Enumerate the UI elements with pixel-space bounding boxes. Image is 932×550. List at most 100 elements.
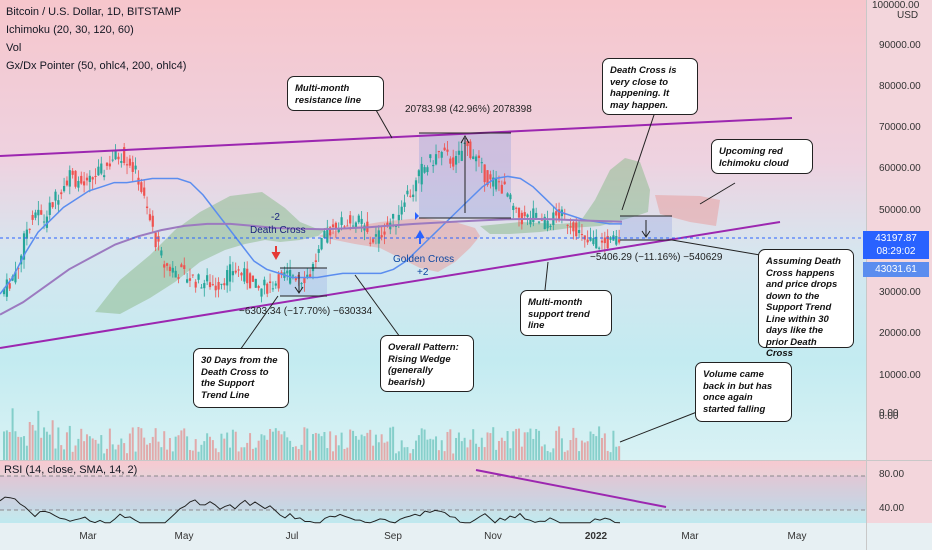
- measure-down-label-1: −6303.34 (−17.70%) −630334: [239, 306, 373, 317]
- volume-bar: [306, 428, 309, 460]
- candle-body: [618, 239, 621, 243]
- rsi-line: [0, 496, 621, 524]
- volume-bar: [28, 421, 31, 460]
- volume-bar: [486, 432, 489, 460]
- candle-body: [440, 151, 443, 158]
- volume-bar: [437, 450, 440, 460]
- volume-bar: [68, 425, 71, 460]
- candle-body: [165, 263, 169, 266]
- candle-body: [145, 206, 149, 209]
- volume-bar: [234, 431, 237, 460]
- volume-bar: [151, 436, 154, 460]
- volume-bar: [254, 447, 257, 460]
- candle-body: [377, 230, 380, 244]
- rsi-tick-label: 40.00: [879, 503, 905, 514]
- note-resistance[interactable]: Multi-month resistance line: [287, 76, 384, 111]
- candle-body: [266, 283, 269, 294]
- volume-bar: [515, 428, 518, 460]
- volume-bar: [435, 436, 438, 460]
- candle-body: [323, 231, 326, 239]
- volume-bar: [512, 431, 515, 460]
- volume-bar: [586, 441, 589, 460]
- note-assuming[interactable]: Assuming Death Cross happens and price d…: [758, 249, 854, 359]
- candle-body: [589, 237, 592, 241]
- candle-body: [211, 284, 214, 286]
- candle-body: [48, 202, 51, 215]
- volume-bar: [558, 426, 561, 460]
- volume-bar: [157, 441, 160, 460]
- candle-body: [74, 170, 77, 187]
- candle-body: [163, 264, 166, 268]
- candle-body: [495, 178, 498, 190]
- volume-bar: [91, 438, 94, 460]
- rsi-band-fill: [0, 476, 866, 510]
- candle-body: [526, 214, 529, 218]
- volume-bar: [246, 442, 249, 460]
- volume-bar: [443, 451, 446, 460]
- volume-bar: [20, 437, 23, 460]
- volume-bar: [45, 431, 48, 460]
- volume-label[interactable]: Vol: [6, 42, 22, 54]
- note-pattern[interactable]: Overall Pattern: Rising Wedge (generally…: [380, 335, 474, 392]
- volume-bar: [5, 430, 8, 460]
- candle-body: [537, 221, 541, 223]
- volume-bar: [197, 451, 200, 460]
- volume-bar: [566, 450, 569, 460]
- volume-bar: [303, 427, 306, 460]
- volume-bar: [200, 444, 203, 460]
- candle-body: [609, 237, 612, 240]
- candle-body: [340, 217, 343, 226]
- candle-body: [217, 281, 220, 290]
- candle-body: [575, 222, 578, 237]
- volume-bar: [589, 431, 592, 460]
- gx-dx-label[interactable]: Gx/Dx Pointer (50, ohlc4, 200, ohlc4): [6, 60, 187, 72]
- candle-body: [403, 202, 406, 207]
- volume-bar: [492, 427, 495, 460]
- candle-body: [85, 177, 89, 181]
- volume-bar: [580, 440, 583, 460]
- volume-bar: [592, 433, 595, 460]
- candle-body: [555, 211, 558, 216]
- volume-bar: [134, 451, 137, 460]
- candle-body: [120, 161, 123, 163]
- candle-body: [543, 216, 546, 230]
- volume-bar: [63, 449, 66, 460]
- candle-body: [386, 222, 389, 226]
- volume-bar: [286, 437, 289, 460]
- volume-bar: [297, 449, 300, 460]
- volume-bar: [120, 438, 123, 460]
- volume-bar: [326, 448, 329, 460]
- volume-bar: [177, 435, 180, 460]
- candle-body: [446, 149, 449, 152]
- rsi-label[interactable]: RSI (14, close, SMA, 14, 2): [4, 464, 138, 476]
- volume-bar: [312, 434, 314, 460]
- volume-bar: [206, 433, 209, 460]
- volume-bar: [403, 447, 406, 460]
- candle-body: [434, 154, 438, 165]
- volume-bar: [309, 450, 312, 460]
- candle-body: [354, 222, 358, 227]
- trend-lines: [0, 117, 793, 349]
- candle-body: [472, 156, 475, 160]
- note-volume[interactable]: Volume came back in but has once again s…: [695, 362, 792, 422]
- note-death-cross-close[interactable]: Death Cross is very close to happening. …: [602, 58, 698, 115]
- note-ichimoku[interactable]: Upcoming red Ichimoku cloud: [711, 139, 813, 174]
- rsi-trend-line: [475, 469, 667, 508]
- ichimoku-label[interactable]: Ichimoku (20, 30, 120, 60): [6, 24, 134, 36]
- volume-bar: [291, 446, 294, 460]
- volume-bar: [103, 453, 106, 460]
- callout-pointers: [239, 109, 761, 443]
- volume-bar: [25, 445, 28, 460]
- candle-body: [14, 271, 17, 283]
- candle-body: [25, 229, 28, 239]
- symbol-title[interactable]: Bitcoin / U.S. Dollar, 1D, BITSTAMP: [6, 6, 182, 18]
- candle-body: [251, 275, 255, 282]
- note-thirty-days[interactable]: 30 Days from the Death Cross to the Supp…: [193, 348, 289, 408]
- candle-body: [326, 229, 329, 243]
- note-support[interactable]: Multi-month support trend line: [520, 290, 612, 336]
- volume-bar: [166, 449, 169, 460]
- volume-bar: [463, 437, 466, 460]
- candle-body: [45, 216, 49, 228]
- candle-body: [423, 167, 426, 173]
